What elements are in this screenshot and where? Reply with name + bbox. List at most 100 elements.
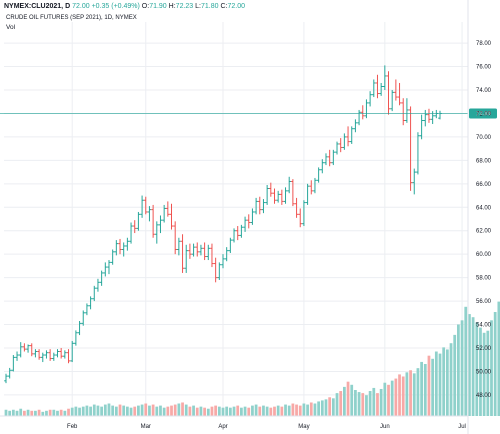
candle	[427, 108, 431, 123]
x-tick-label: May	[298, 424, 309, 430]
candle	[169, 203, 174, 230]
volume-bar	[173, 404, 177, 416]
volume-bar	[118, 404, 122, 416]
volume-bar	[203, 407, 206, 416]
candle	[327, 149, 332, 167]
candle	[96, 278, 100, 292]
candle	[390, 90, 395, 112]
candle	[221, 254, 225, 269]
volume-bar	[92, 404, 96, 416]
volume-bar	[181, 402, 184, 416]
candle	[11, 355, 16, 372]
volume-bar	[214, 405, 218, 416]
volume-bar	[284, 404, 287, 416]
candle	[338, 138, 343, 153]
volume-bar	[379, 388, 383, 416]
candle	[250, 208, 255, 225]
legend-header: NYMEX:CLU2021, D 72.00 +0.35 (+0.49%) O:…	[4, 2, 245, 11]
candle	[88, 296, 93, 310]
volume-bar	[188, 406, 192, 416]
volume-bar	[89, 406, 92, 416]
candle	[397, 82, 402, 106]
candle	[254, 197, 258, 215]
volume-bar	[192, 405, 195, 416]
volume-bar	[129, 407, 133, 416]
candle	[29, 343, 34, 357]
volume-bar	[361, 393, 365, 416]
y-tick-label: 68.00	[476, 158, 492, 164]
volume-bar	[302, 403, 306, 416]
candle	[33, 349, 38, 358]
volume-bar	[405, 372, 409, 416]
candle	[368, 91, 372, 107]
candle	[280, 189, 284, 205]
volume-bar	[420, 361, 423, 416]
candle	[265, 184, 269, 205]
volume-bar	[159, 405, 162, 416]
volume-bar	[372, 387, 376, 416]
candle	[342, 133, 347, 150]
candle	[283, 187, 288, 204]
volume-bar	[468, 314, 471, 416]
volume-bar	[247, 407, 251, 416]
candle	[206, 244, 211, 261]
volume-bar	[107, 403, 111, 416]
volume-bar	[133, 406, 137, 416]
open-label: O:	[141, 3, 150, 10]
candle	[239, 224, 244, 238]
volume-bar	[148, 405, 151, 416]
volume-bar	[398, 374, 401, 416]
volume-bar	[151, 404, 155, 416]
volume-bar	[442, 347, 446, 416]
candle	[313, 177, 317, 194]
volume-bar	[313, 403, 317, 416]
chart-subtitle: CRUDE OIL FUTURES (SEP 2021), 1D, NYMEX	[6, 15, 137, 21]
candle	[26, 344, 30, 353]
volume-bar	[19, 408, 23, 416]
volume-bar	[475, 322, 479, 416]
candles	[4, 65, 442, 384]
volume-bar	[324, 399, 328, 416]
volume-bar	[81, 406, 85, 416]
candle	[51, 352, 56, 361]
candle	[40, 352, 45, 363]
volume-bar	[78, 407, 81, 416]
volume-bar	[225, 406, 229, 416]
volume-bar	[137, 405, 140, 416]
volume-bar	[37, 409, 41, 416]
y-tick-label: 72.00	[476, 111, 492, 117]
candle	[85, 303, 89, 316]
candle	[22, 343, 27, 352]
candle	[107, 260, 111, 275]
candle	[140, 195, 144, 218]
candle	[412, 168, 417, 195]
candle	[188, 243, 192, 259]
volume-bar	[298, 405, 302, 416]
volume-bar	[346, 381, 350, 416]
candle	[346, 126, 350, 147]
volume-bar	[144, 403, 148, 416]
candle	[147, 206, 152, 222]
candle	[401, 98, 406, 126]
x-tick-label: Apr	[218, 424, 227, 430]
volume-bar	[390, 380, 394, 416]
candle	[438, 110, 442, 120]
candle	[151, 204, 155, 238]
volume-bar	[453, 334, 457, 416]
volume-bar	[206, 408, 210, 416]
volume-bar	[394, 378, 398, 416]
volume-bar	[331, 398, 335, 416]
volume-bar	[70, 407, 74, 416]
candle	[162, 204, 166, 223]
volume-bar	[251, 405, 254, 416]
y-tick-label: 66.00	[476, 182, 492, 188]
y-tick-label: 52.00	[476, 346, 492, 352]
candle	[110, 249, 115, 265]
volume-bar	[254, 404, 258, 416]
volume-bar	[26, 409, 30, 416]
volume-bar	[434, 351, 438, 416]
volume-bar	[357, 392, 361, 416]
volume-bar	[416, 368, 420, 416]
volume-bar	[34, 410, 37, 416]
candle	[217, 262, 222, 280]
